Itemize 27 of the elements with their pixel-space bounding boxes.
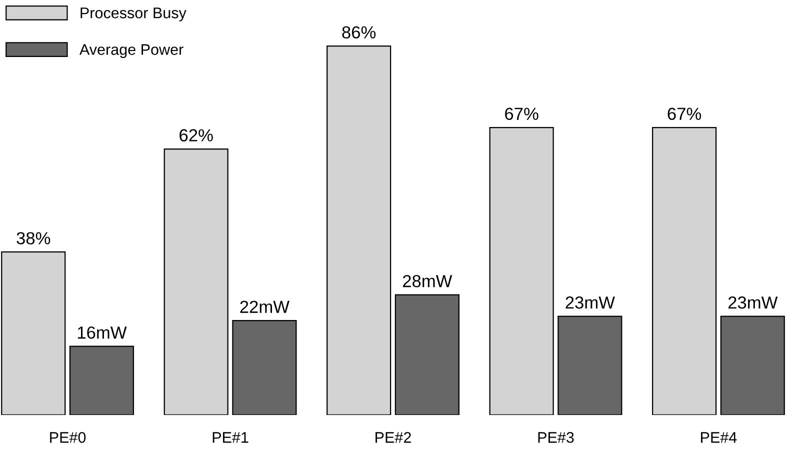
data-label: 67% — [668, 108, 702, 120]
bar — [720, 316, 785, 415]
bar — [558, 316, 622, 415]
bar — [394, 294, 460, 415]
x-tick-label: PE#1 — [212, 432, 248, 443]
legend-label: Average Power — [79, 44, 184, 58]
x-tick-label: PE#0 — [50, 432, 86, 443]
x-tick-label: PE#2 — [376, 432, 411, 443]
data-label: 23mW — [728, 296, 778, 309]
data-label: 38% — [16, 232, 50, 244]
bar — [326, 46, 392, 415]
data-label: 86% — [342, 26, 376, 39]
data-label: 16mW — [78, 326, 127, 339]
data-label: 28mW — [402, 274, 452, 288]
legend-label: Processor Busy — [80, 8, 186, 22]
bar — [652, 127, 717, 415]
data-label: 67% — [505, 108, 538, 120]
bar — [489, 127, 554, 415]
x-tick-label: PE#4 — [701, 432, 737, 443]
bar — [232, 320, 297, 415]
x-tick-label: PE#3 — [538, 432, 574, 443]
bar — [1, 251, 66, 415]
data-label: 62% — [180, 129, 213, 142]
bar — [69, 346, 134, 415]
bar — [164, 148, 228, 415]
data-label: 22mW — [240, 300, 290, 313]
data-label: 23mW — [566, 296, 615, 309]
